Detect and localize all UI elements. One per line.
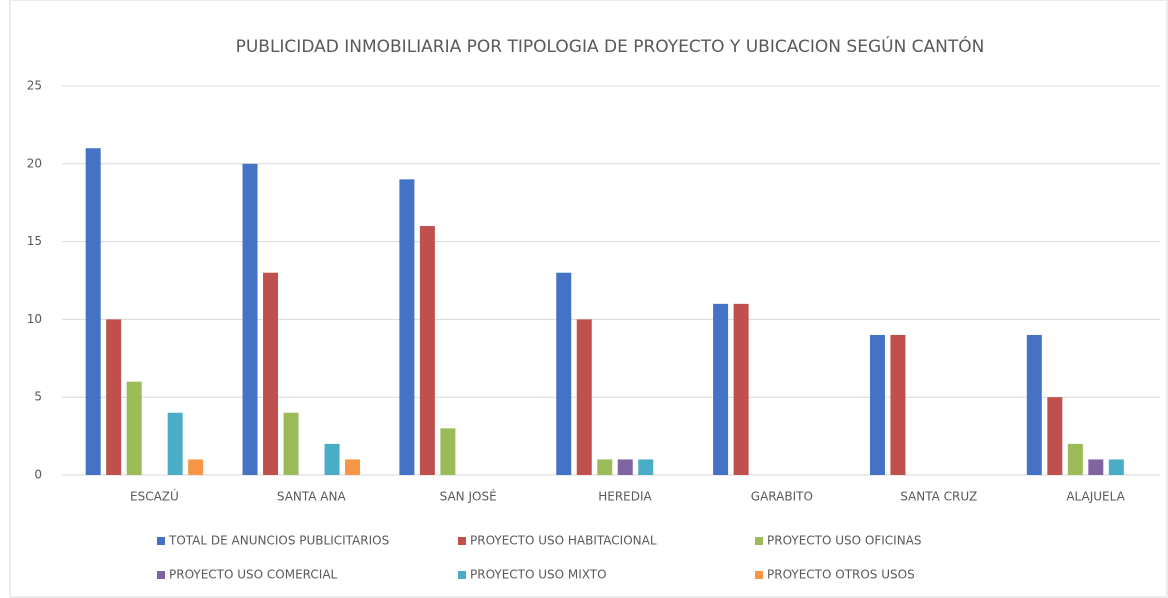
x-tick-label: SAN JOSÉ bbox=[440, 489, 497, 504]
y-tick-label: 25 bbox=[27, 79, 42, 93]
bar bbox=[440, 428, 456, 475]
bar bbox=[733, 303, 749, 475]
bar bbox=[324, 443, 340, 475]
bar bbox=[1088, 459, 1104, 475]
bar bbox=[556, 272, 572, 475]
x-tick-label: ALAJUELA bbox=[1066, 490, 1125, 504]
legend-label: PROYECTO USO HABITACIONAL bbox=[470, 534, 657, 548]
legend-swatch bbox=[458, 537, 466, 545]
bar bbox=[345, 459, 361, 475]
y-tick-label: 15 bbox=[27, 234, 42, 248]
bar bbox=[106, 319, 122, 475]
bar bbox=[1067, 443, 1083, 475]
bar bbox=[263, 272, 279, 475]
legend-label: PROYECTO USO OFICINAS bbox=[767, 534, 922, 548]
bar bbox=[576, 319, 592, 475]
bar bbox=[638, 459, 654, 475]
legend-label: PROYECTO OTROS USOS bbox=[767, 568, 915, 582]
bar bbox=[167, 412, 183, 475]
y-tick-label: 10 bbox=[27, 312, 42, 326]
bar bbox=[890, 334, 906, 475]
bar bbox=[126, 381, 142, 475]
bar bbox=[869, 334, 885, 475]
x-tick-label: SANTA CRUZ bbox=[900, 490, 977, 504]
bar bbox=[597, 459, 613, 475]
bar bbox=[713, 303, 729, 475]
legend-label: TOTAL DE ANUNCIOS PUBLICITARIOS bbox=[168, 534, 389, 548]
bar bbox=[85, 148, 101, 476]
bar bbox=[1108, 459, 1124, 475]
legend-swatch bbox=[157, 571, 165, 579]
y-tick-label: 0 bbox=[34, 468, 42, 482]
legend-swatch bbox=[157, 537, 165, 545]
x-tick-label: GARABITO bbox=[751, 490, 813, 504]
chart-border bbox=[9, 0, 1168, 598]
bar bbox=[188, 459, 204, 475]
x-tick-label: HEREDIA bbox=[598, 490, 652, 504]
y-tick-label: 5 bbox=[34, 390, 42, 404]
bar bbox=[1026, 334, 1042, 475]
bar bbox=[399, 179, 415, 476]
bar bbox=[1047, 397, 1063, 475]
legend-label: PROYECTO USO MIXTO bbox=[470, 568, 607, 582]
legend-swatch bbox=[755, 537, 763, 545]
bar bbox=[242, 163, 258, 476]
chart-title: PUBLICIDAD INMOBILIARIA POR TIPOLOGIA DE… bbox=[236, 35, 985, 57]
legend-swatch bbox=[755, 571, 763, 579]
bar bbox=[617, 459, 633, 475]
y-tick-label: 20 bbox=[27, 156, 42, 170]
bar bbox=[283, 412, 299, 475]
bar bbox=[419, 226, 435, 475]
x-tick-label: SANTA ANA bbox=[277, 490, 347, 504]
x-tick-label: ESCAZÚ bbox=[130, 489, 179, 504]
legend-swatch bbox=[458, 571, 466, 579]
legend-label: PROYECTO USO COMERCIAL bbox=[169, 568, 338, 582]
